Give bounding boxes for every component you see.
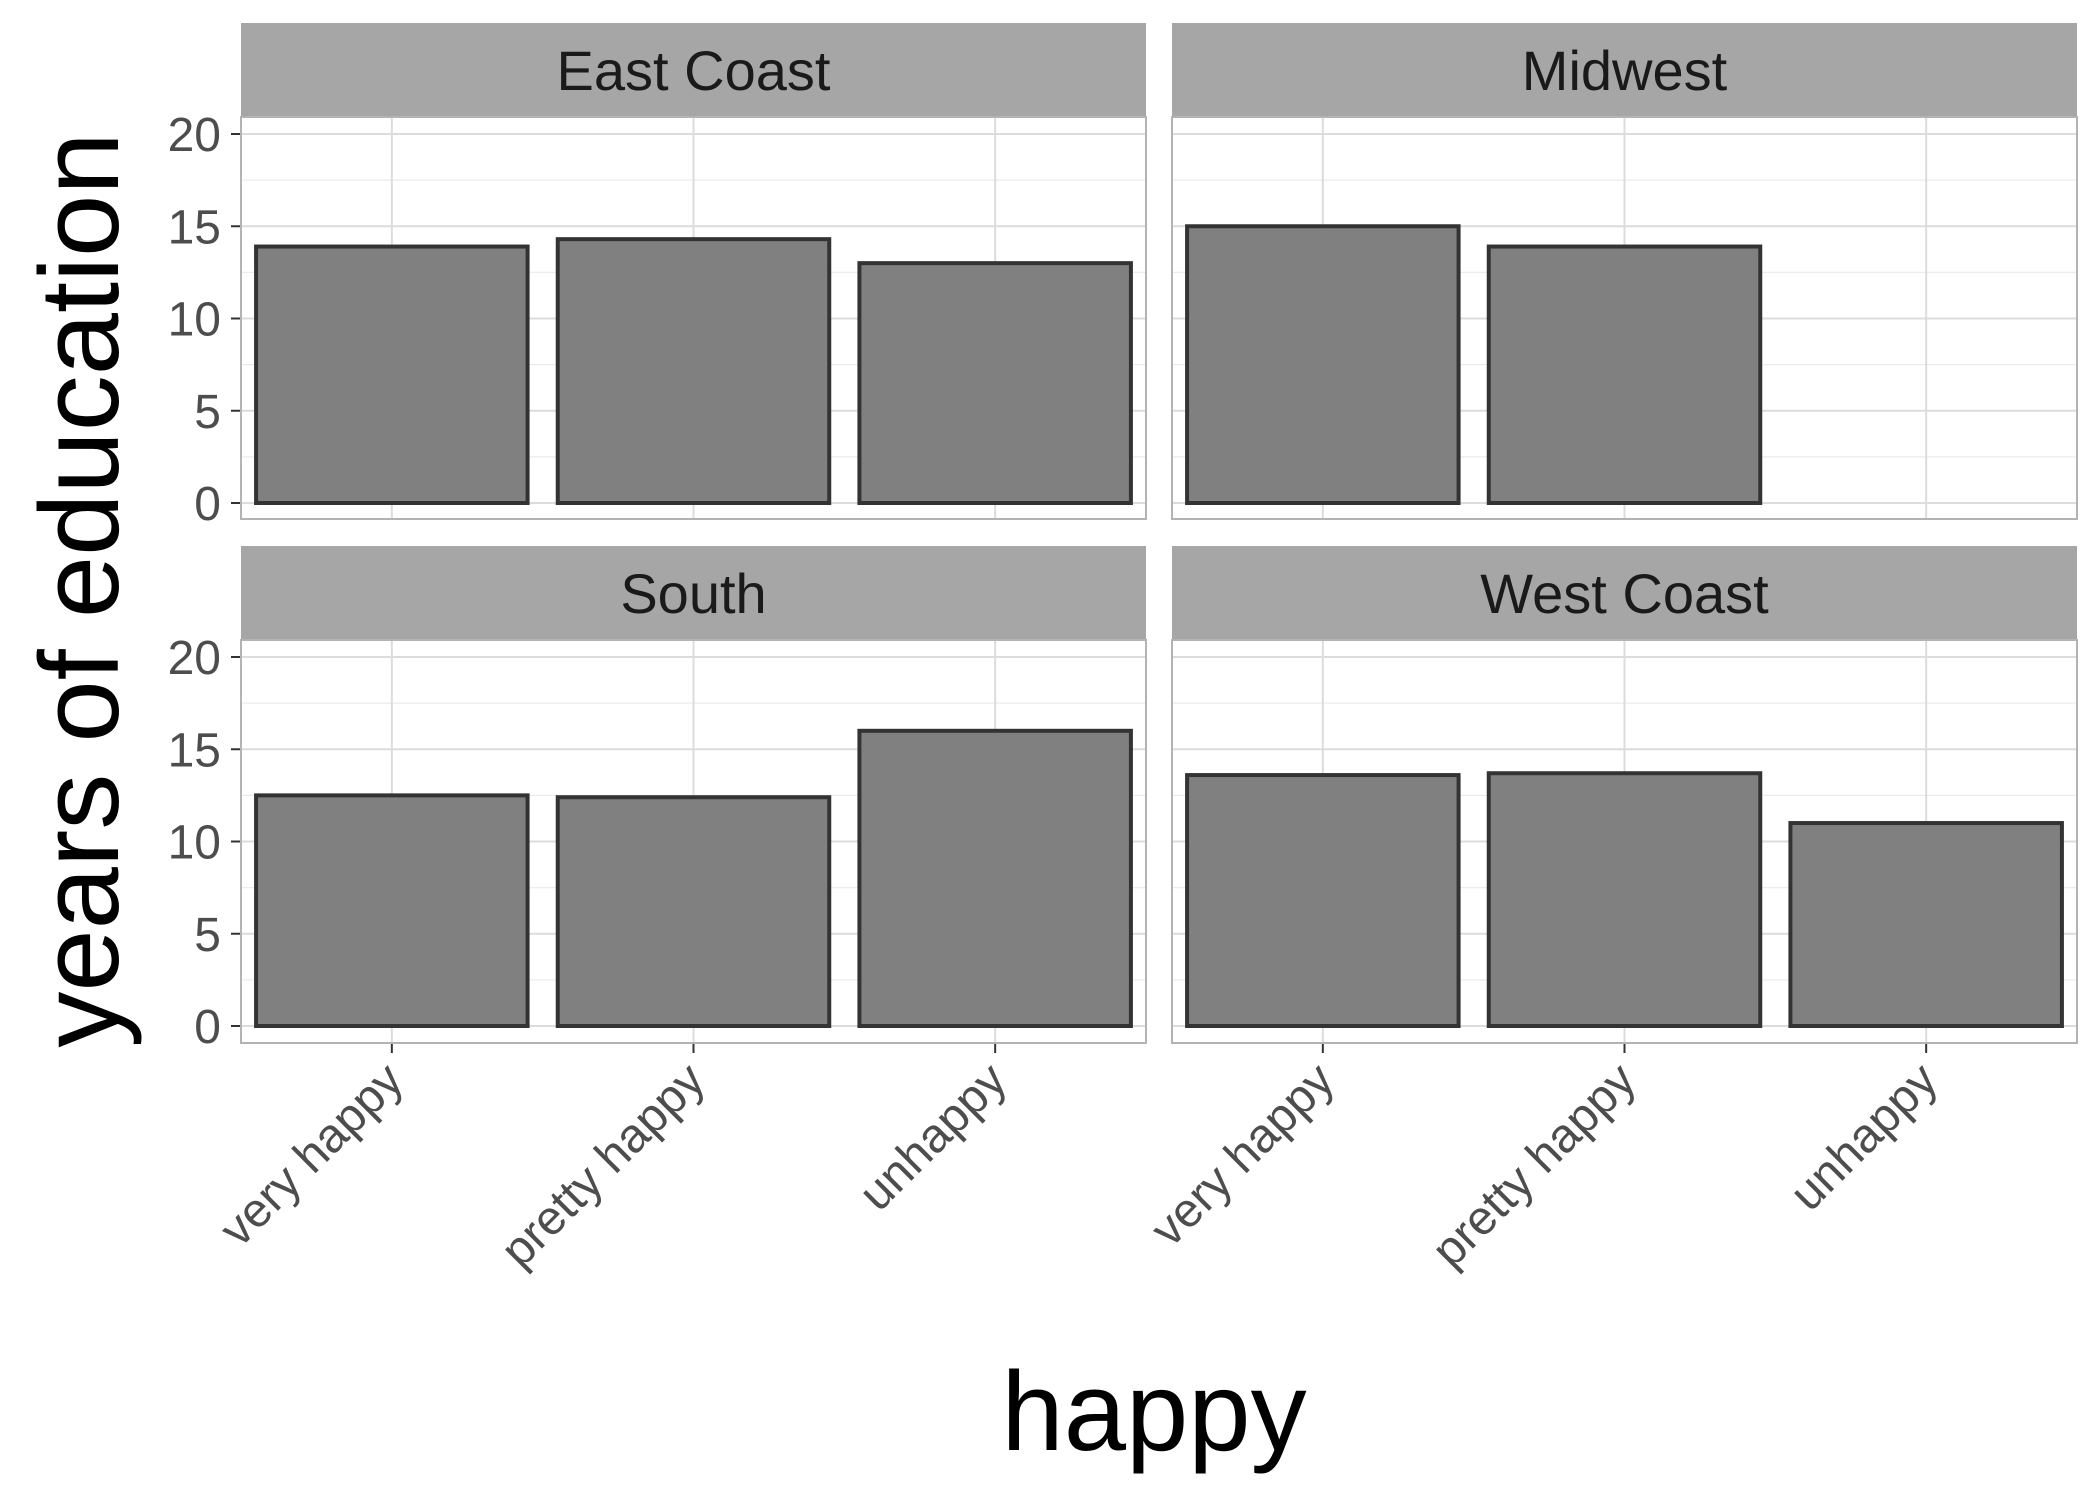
y-tick-label: 0 — [194, 478, 221, 531]
y-tick-label: 5 — [194, 386, 221, 439]
strip-label-east-coast: East Coast — [557, 39, 831, 102]
bar-west-coast-very-happy — [1185, 773, 1461, 1029]
panel-border-west-coast — [1171, 639, 2078, 1044]
y-tick-label: 0 — [194, 1001, 221, 1054]
strip-midwest — [1172, 23, 2077, 117]
panel-west-coast: West Coast — [1171, 546, 2078, 1044]
x-tick-label-very-happy: very happy — [210, 1053, 414, 1257]
y-tick-label: 20 — [168, 632, 221, 685]
y-tick-label: 10 — [168, 294, 221, 347]
x-tick-label-unhappy: unhappy — [849, 1053, 1017, 1221]
bar-south-very-happy — [254, 793, 530, 1028]
strip-label-west-coast: West Coast — [1480, 562, 1769, 625]
panel-midwest: Midwest — [1171, 23, 2078, 520]
y-tick-label: 10 — [168, 817, 221, 870]
bar-south-pretty-happy — [555, 795, 832, 1028]
panel-border-midwest — [1171, 116, 2078, 520]
x-tick-label-very-happy: very happy — [1141, 1053, 1345, 1257]
panel-south: South — [240, 546, 1147, 1044]
bar-midwest-pretty-happy — [1486, 244, 1763, 505]
x-axis-ticks: very happy pretty happy unhappy very happy p… — [210, 1043, 1948, 1278]
bar-west-coast-unhappy — [1788, 821, 2064, 1028]
bar-midwest-very-happy — [1185, 224, 1461, 505]
strip-west-coast — [1172, 546, 2077, 640]
x-axis-title: happy — [1001, 1349, 1306, 1474]
bar-east-coast-pretty-happy — [555, 237, 832, 505]
bar-east-coast-unhappy — [857, 261, 1133, 505]
bar-east-coast-very-happy — [254, 244, 530, 505]
x-tick-label-pretty-happy: pretty happy — [491, 1053, 715, 1277]
y-tick-label: 20 — [168, 109, 221, 162]
y-tick-label: 5 — [194, 909, 221, 962]
panel-east-coast: East Coast — [240, 23, 1147, 520]
panel-border-east-coast — [240, 116, 1147, 520]
strip-label-midwest: Midwest — [1522, 39, 1728, 102]
y-tick-label: 15 — [168, 724, 221, 777]
bar-south-unhappy — [857, 728, 1133, 1028]
panel-border-south — [240, 639, 1147, 1044]
y-axis-ticks: 0 5 10 15 20 0 5 10 15 20 — [168, 109, 241, 1054]
x-tick-label-pretty-happy: pretty happy — [1422, 1053, 1646, 1277]
x-tick-label-unhappy: unhappy — [1780, 1053, 1948, 1221]
y-axis-title: years of education — [17, 132, 142, 1047]
y-tick-label: 15 — [168, 201, 221, 254]
bar-west-coast-pretty-happy — [1486, 771, 1763, 1028]
strip-label-south: South — [620, 562, 766, 625]
strip-south — [241, 546, 1146, 640]
strip-east-coast — [241, 23, 1146, 117]
